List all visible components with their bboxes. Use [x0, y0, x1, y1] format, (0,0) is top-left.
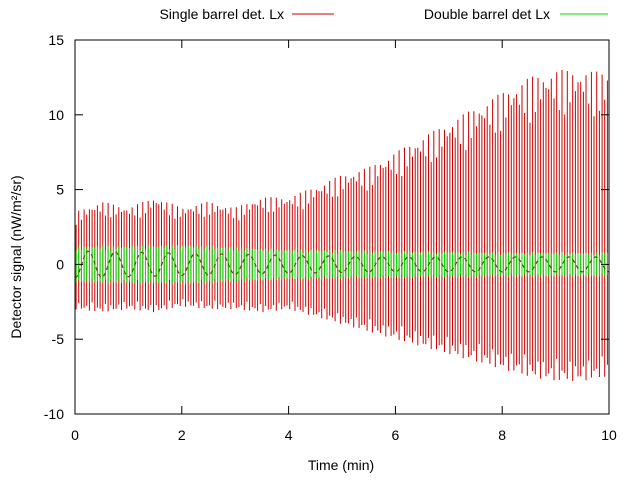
x-tick-label: 8 [498, 427, 506, 443]
y-tick-label: 15 [48, 32, 64, 48]
y-axis: -10 -5 0 5 10 15 [44, 32, 609, 422]
legend-label-single-barrel: Single barrel det. Lx [159, 6, 284, 22]
x-tick-label: 2 [178, 427, 186, 443]
y-tick-label: 5 [56, 182, 64, 198]
y-tick-label: 0 [56, 256, 64, 272]
plot-area [74, 70, 610, 381]
x-tick-label: 4 [285, 427, 293, 443]
x-axis-label: Time (min) [308, 457, 374, 473]
x-axis: 0 2 4 6 8 10 [71, 40, 617, 443]
y-tick-label: -5 [52, 331, 65, 347]
overlay-curve [74, 250, 610, 279]
x-tick-label: 10 [601, 427, 617, 443]
legend: Single barrel det. Lx Double barrel det … [159, 6, 608, 22]
x-tick-label: 6 [392, 427, 400, 443]
x-tick-label: 0 [71, 427, 79, 443]
plot-frame [74, 39, 610, 415]
series-single-barrel [75, 70, 608, 381]
y-tick-label: 10 [48, 107, 64, 123]
series-double-barrel [75, 245, 608, 284]
legend-label-double-barrel: Double barrel det Lx [424, 6, 550, 22]
y-tick-label: -10 [44, 406, 64, 422]
y-axis-label: Detector signal (nW/m²/sr) [8, 175, 24, 338]
